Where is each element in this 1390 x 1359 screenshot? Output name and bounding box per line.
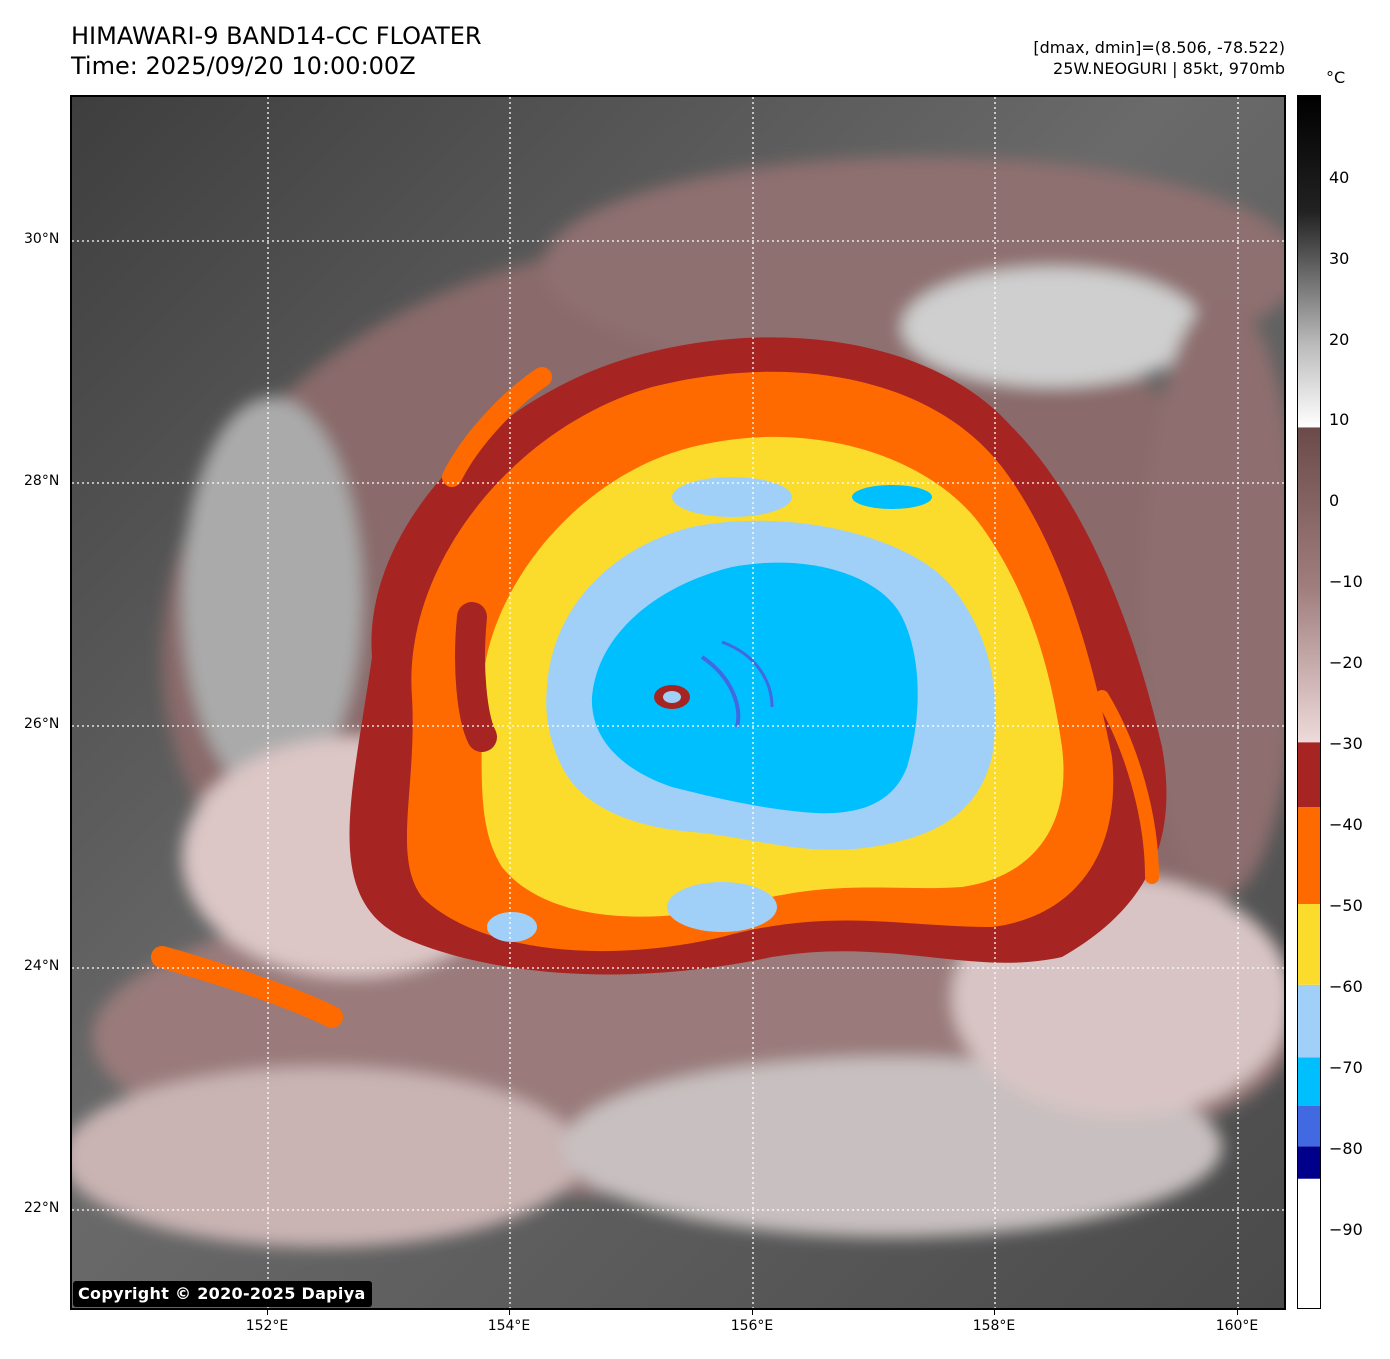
lat-label-30n: 30°N: [24, 231, 60, 247]
lon-label-156e: 156°E: [730, 1318, 774, 1334]
colorbar-label: 40: [1329, 168, 1350, 187]
colorbar-band: [1298, 1057, 1320, 1106]
colorbar-band: [1298, 742, 1320, 808]
lon-tick: [1237, 1310, 1238, 1315]
colorbar-gray-segment: [1298, 96, 1320, 428]
lat-label-28n: 28°N: [24, 473, 60, 489]
colorbar-band: [1298, 807, 1320, 904]
lon-tick: [509, 1310, 510, 1315]
colorbar-label: 10: [1329, 410, 1350, 429]
colorbar-band: [1298, 1146, 1320, 1179]
colorbar-label: 30: [1329, 249, 1350, 268]
lon-label-152e: 152°E: [245, 1318, 289, 1334]
colorbar-band: [1298, 1178, 1320, 1308]
rain-bands: [151, 367, 1159, 1028]
colorbar-label: −40: [1329, 815, 1363, 834]
data-range-text: [dmax, dmin]=(8.506, -78.522): [1033, 38, 1285, 57]
satellite-map: [70, 95, 1286, 1310]
colorbar-band: [1298, 984, 1320, 1058]
lon-tick: [267, 1310, 268, 1315]
graticule: [72, 97, 1284, 1308]
lat-label-22n: 22°N: [24, 1200, 60, 1216]
lon-tick: [994, 1310, 995, 1315]
colorbar-band: [1298, 904, 1320, 985]
lat-label-26n: 26°N: [24, 716, 60, 732]
storm-core: [349, 337, 1167, 975]
colorbar-label: −20: [1329, 653, 1363, 672]
colorbar-label: −10: [1329, 572, 1363, 591]
colorbar-label: −50: [1329, 896, 1363, 915]
title-line-1: HIMAWARI-9 BAND14-CC FLOATER: [71, 22, 482, 50]
colorbar: [1297, 95, 1321, 1309]
lon-tick: [752, 1310, 753, 1315]
lon-label-154e: 154°E: [487, 1318, 531, 1334]
lon-label-158e: 158°E: [972, 1318, 1016, 1334]
lat-label-24n: 24°N: [24, 958, 60, 974]
colorbar-label: −30: [1329, 734, 1363, 753]
colorbar-label: −80: [1329, 1139, 1363, 1158]
copyright-notice: Copyright © 2020-2025 Dapiya: [73, 1281, 372, 1307]
colorbar-label: −90: [1329, 1220, 1363, 1239]
lon-label-160e: 160°E: [1215, 1318, 1259, 1334]
satellite-image: [72, 97, 1284, 1308]
colorbar-unit: °C: [1326, 68, 1346, 87]
colorbar-warm-segment: [1298, 427, 1320, 749]
storm-info-text: 25W.NEOGURI | 85kt, 970mb: [1053, 59, 1285, 78]
title-line-2: Time: 2025/09/20 10:00:00Z: [71, 52, 416, 80]
colorbar-band: [1298, 1106, 1320, 1147]
colorbar-label: 20: [1329, 330, 1350, 349]
colorbar-label: −60: [1329, 977, 1363, 996]
colorbar-label: −70: [1329, 1058, 1363, 1077]
colorbar-label: 0: [1329, 491, 1340, 510]
